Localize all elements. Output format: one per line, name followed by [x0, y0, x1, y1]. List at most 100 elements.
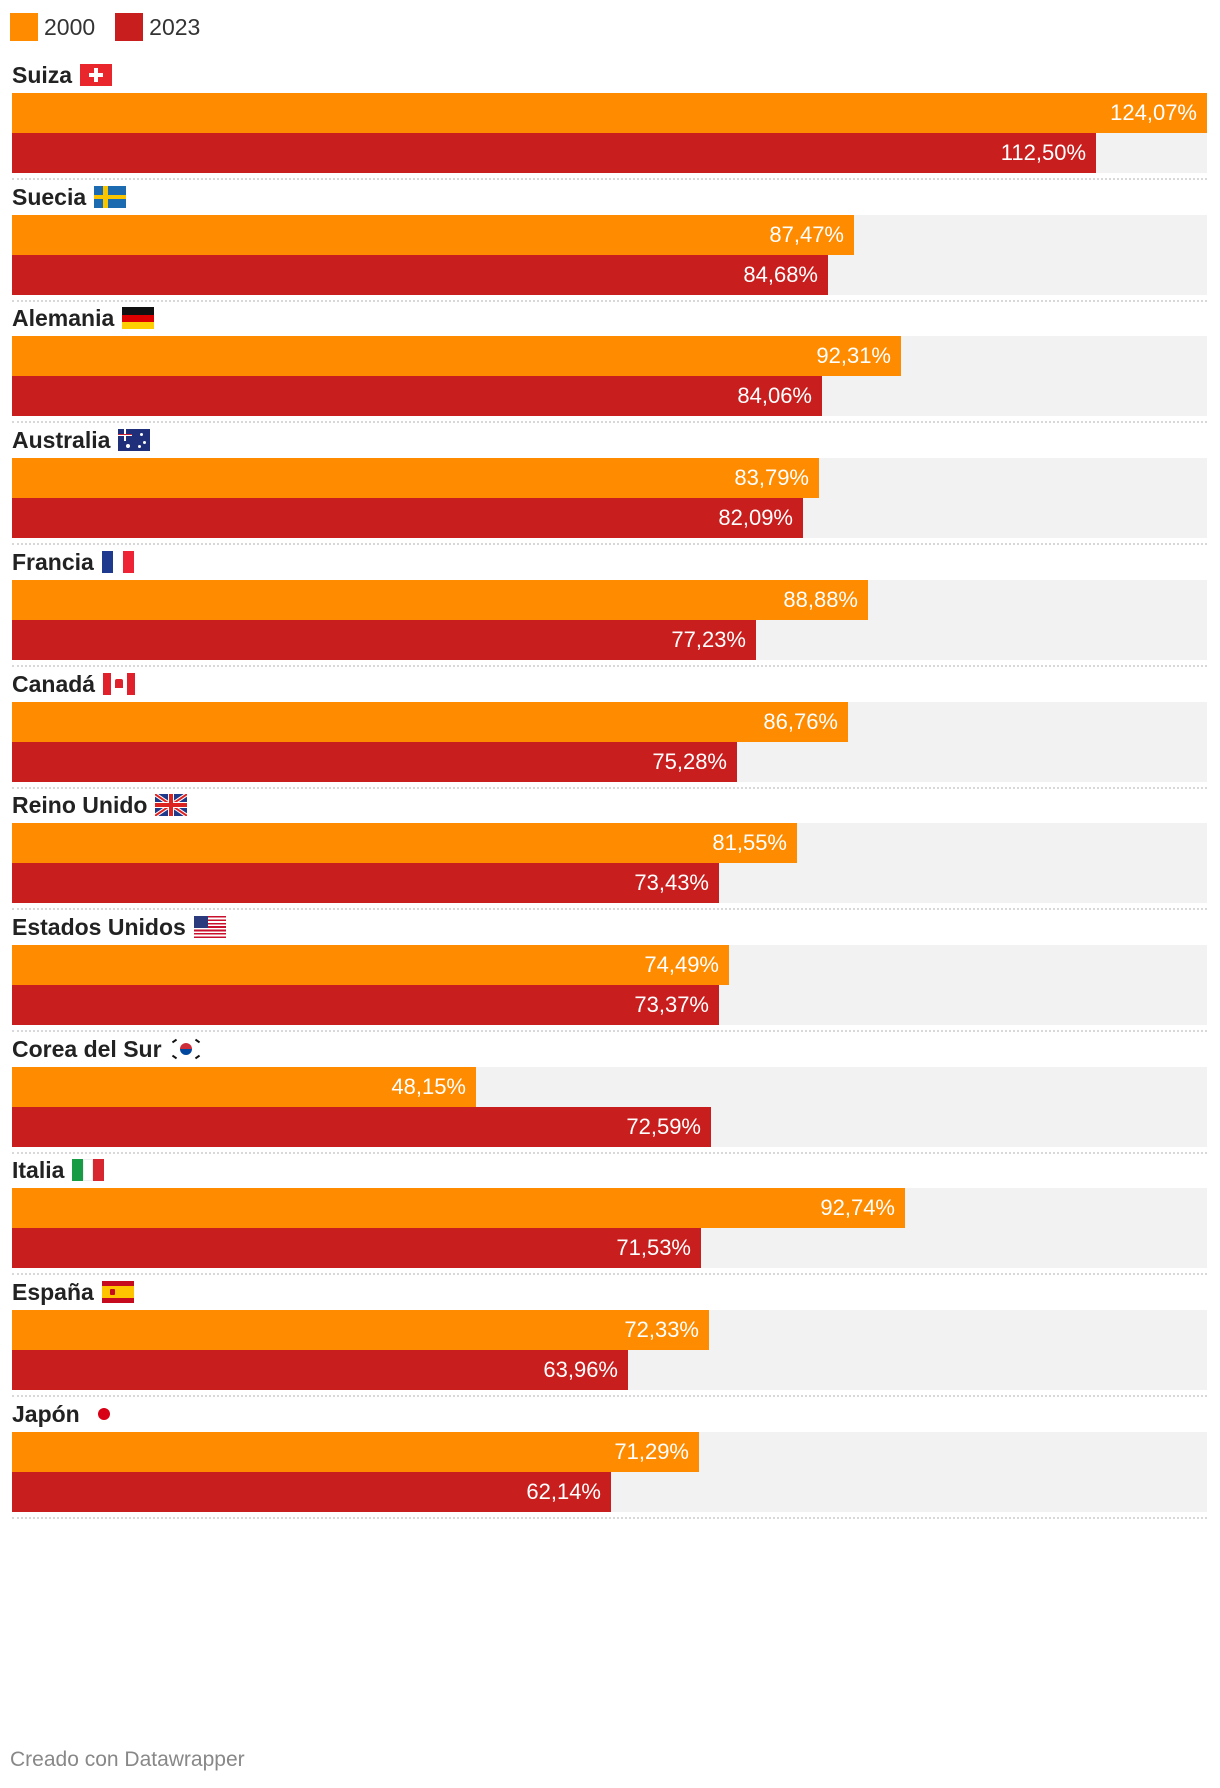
country-label: Suiza	[12, 60, 113, 90]
bar-value-label: 82,09%	[718, 505, 793, 530]
bar-value-label: 62,14%	[526, 1479, 601, 1504]
bar-value-label: 84,68%	[743, 262, 818, 287]
country-label: Australia	[12, 425, 151, 455]
country-label: Reino Unido	[12, 790, 188, 820]
france-flag-icon	[101, 551, 134, 573]
bar-2023	[12, 255, 828, 295]
row-divider	[12, 1030, 1207, 1032]
bar-2023	[12, 863, 719, 903]
row-divider	[12, 1152, 1207, 1154]
bar-2023	[12, 376, 822, 416]
country-name: España	[12, 1278, 94, 1305]
bar-value-label: 77,23%	[671, 627, 746, 652]
bar-value-label: 71,29%	[614, 1439, 689, 1464]
bar-value-label: 92,31%	[816, 343, 891, 368]
bar-2000	[12, 93, 1207, 133]
bar-value-label: 81,55%	[712, 830, 787, 855]
legend-swatch	[10, 13, 38, 41]
bar-value-label: 63,96%	[543, 1357, 618, 1382]
legend-label: 2023	[149, 13, 201, 40]
bar-value-label: 72,59%	[626, 1114, 701, 1139]
country-name: Suecia	[12, 183, 87, 210]
row-divider	[12, 1273, 1207, 1275]
bar-value-label: 88,88%	[783, 587, 858, 612]
legend: 2000 2023	[10, 12, 220, 42]
bar-2023	[12, 742, 737, 782]
italy-flag-icon	[72, 1159, 105, 1181]
bar-value-label: 86,76%	[763, 709, 838, 734]
canada-flag-icon	[103, 673, 136, 695]
bar-value-label: 92,74%	[820, 1195, 895, 1220]
country-name: Australia	[12, 426, 111, 453]
country-label: Japón	[12, 1399, 120, 1429]
country-label: Alemania	[12, 303, 155, 333]
bar-value-label: 71,53%	[616, 1235, 691, 1260]
bar-2023	[12, 1107, 711, 1147]
row-divider	[12, 178, 1207, 180]
bar-2000	[12, 702, 848, 742]
spain-flag-icon	[101, 1281, 134, 1303]
bar-value-label: 75,28%	[652, 749, 727, 774]
bar-2000	[12, 1310, 709, 1350]
row-divider	[12, 543, 1207, 545]
bar-value-label: 84,06%	[737, 383, 812, 408]
bar-2000	[12, 945, 729, 985]
bar-2023	[12, 620, 756, 660]
uk-flag-icon	[155, 794, 188, 816]
germany-flag-icon	[122, 307, 155, 329]
row-divider	[12, 300, 1207, 302]
country-name: Corea del Sur	[12, 1035, 162, 1062]
bar-2000	[12, 458, 819, 498]
legend-swatch	[115, 13, 144, 41]
bar-2000	[12, 1432, 699, 1472]
bar-value-label: 73,37%	[634, 992, 709, 1017]
row-divider	[12, 787, 1207, 789]
legend-item-2023: 2023	[115, 13, 200, 41]
south-korea-flag-icon	[169, 1038, 202, 1060]
bar-2023	[12, 133, 1096, 173]
bar-2000	[12, 215, 854, 255]
row-divider	[12, 665, 1207, 667]
country-label: Corea del Sur	[12, 1034, 202, 1064]
country-name: Suiza	[12, 61, 73, 88]
bar-2023	[12, 1472, 611, 1512]
bar-chart: Suiza 124,07% 112,50% Suecia 87,47% 84,68% Ale…	[12, 60, 1207, 1519]
country-name: Alemania	[12, 304, 115, 331]
bar-value-label: 74,49%	[644, 952, 719, 977]
bar-2023	[12, 498, 803, 538]
bar-value-label: 72,33%	[624, 1317, 699, 1342]
bar-value-label: 73,43%	[634, 870, 709, 895]
bar-2000	[12, 1067, 476, 1107]
bar-2000	[12, 1188, 905, 1228]
bar-2000	[12, 580, 868, 620]
bar-value-label: 124,07%	[1110, 100, 1197, 125]
row-divider	[12, 908, 1207, 910]
row-divider	[12, 421, 1207, 423]
japan-flag-icon	[87, 1403, 120, 1425]
country-name: Estados Unidos	[12, 913, 186, 940]
bar-value-label: 48,15%	[391, 1074, 466, 1099]
country-name: Italia	[12, 1156, 65, 1183]
usa-flag-icon	[193, 916, 226, 938]
country-label: Suecia	[12, 182, 127, 212]
bar-2023	[12, 985, 719, 1025]
sweden-flag-icon	[94, 186, 127, 208]
credit-footer: Creado con Datawrapper	[10, 1748, 245, 1771]
row-divider	[12, 1517, 1207, 1519]
australia-flag-icon	[118, 429, 151, 451]
country-name: Japón	[12, 1400, 80, 1427]
bar-2000	[12, 823, 797, 863]
bar-2000	[12, 336, 901, 376]
bar-value-label: 112,50%	[1000, 140, 1086, 165]
country-name: Francia	[12, 548, 94, 575]
switzerland-flag-icon	[80, 64, 113, 86]
legend-label: 2000	[44, 13, 96, 40]
country-label: España	[12, 1277, 134, 1307]
country-label: Italia	[12, 1155, 105, 1185]
country-label: Canadá	[12, 669, 136, 699]
row-divider	[12, 1395, 1207, 1397]
country-label: Estados Unidos	[12, 912, 226, 942]
legend-item-2000: 2000	[10, 13, 95, 41]
country-label: Francia	[12, 547, 134, 577]
country-name: Reino Unido	[12, 791, 148, 818]
